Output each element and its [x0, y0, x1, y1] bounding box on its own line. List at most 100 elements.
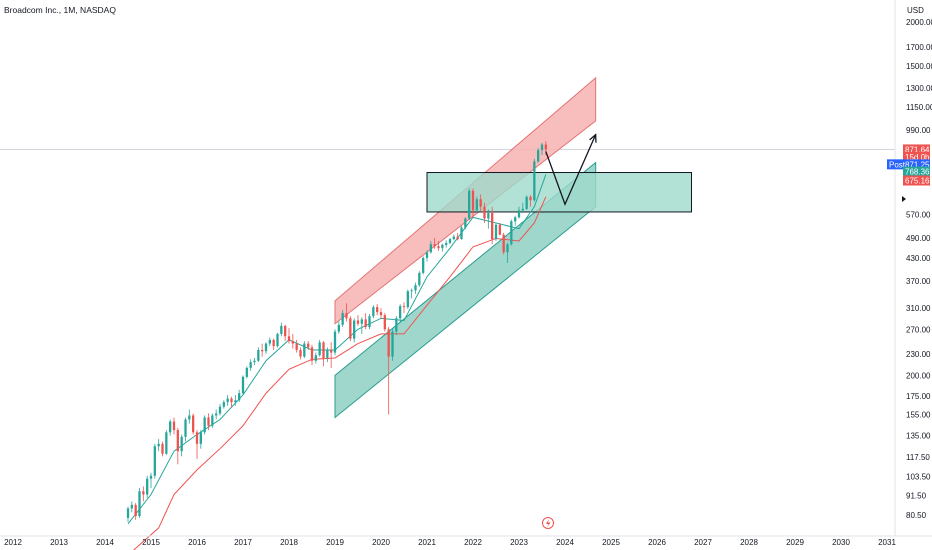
candle[interactable]: [433, 237, 436, 249]
candle[interactable]: [153, 443, 156, 479]
candle[interactable]: [276, 332, 279, 348]
candle[interactable]: [287, 328, 291, 344]
lower-channel[interactable]: [334, 161, 597, 419]
candle[interactable]: [479, 194, 482, 212]
candle[interactable]: [372, 305, 375, 319]
candle[interactable]: [468, 188, 471, 221]
projection-path[interactable]: [545, 134, 597, 206]
candle[interactable]: [514, 215, 517, 226]
candle[interactable]: [464, 217, 467, 230]
candle[interactable]: [452, 234, 455, 241]
candle[interactable]: [330, 342, 333, 368]
candle[interactable]: [525, 195, 528, 210]
candle[interactable]: [376, 304, 379, 316]
candle[interactable]: [130, 501, 133, 513]
candle[interactable]: [169, 419, 172, 436]
candle[interactable]: [307, 341, 310, 350]
candle[interactable]: [199, 430, 202, 449]
candle[interactable]: [437, 240, 440, 251]
candle[interactable]: [510, 219, 513, 246]
candle[interactable]: [533, 158, 536, 202]
candle[interactable]: [399, 304, 402, 322]
candle[interactable]: [326, 347, 329, 363]
time-axis[interactable]: 2012 2013 2014 2015 2016 2017 2018 2019 2020 2021…: [4, 538, 896, 547]
candle[interactable]: [203, 415, 206, 435]
candle[interactable]: [517, 206, 521, 219]
candle[interactable]: [291, 333, 294, 349]
candle[interactable]: [322, 341, 325, 367]
candle[interactable]: [245, 366, 248, 379]
candle[interactable]: [379, 308, 383, 319]
candle[interactable]: [429, 240, 432, 254]
candle[interactable]: [253, 357, 256, 365]
candle[interactable]: [337, 321, 340, 334]
candle[interactable]: [310, 344, 314, 365]
candle[interactable]: [264, 342, 268, 354]
candle[interactable]: [226, 394, 229, 406]
candle[interactable]: [126, 506, 130, 522]
candle[interactable]: [207, 413, 210, 431]
candle[interactable]: [540, 142, 544, 156]
candle[interactable]: [360, 317, 363, 334]
candle[interactable]: [448, 237, 452, 245]
candle[interactable]: [234, 394, 237, 406]
lightning-icon[interactable]: [542, 517, 554, 529]
candle[interactable]: [333, 329, 337, 356]
candle[interactable]: [314, 352, 317, 364]
candle[interactable]: [506, 242, 509, 263]
candle[interactable]: [146, 475, 149, 498]
candle[interactable]: [487, 209, 490, 229]
candle[interactable]: [303, 341, 306, 358]
candle[interactable]: [299, 347, 302, 360]
candle[interactable]: [176, 427, 179, 465]
candle[interactable]: [172, 417, 176, 435]
candles[interactable]: [126, 141, 547, 522]
candle[interactable]: [149, 472, 153, 488]
candle[interactable]: [195, 430, 199, 459]
candle[interactable]: [215, 409, 218, 420]
candle[interactable]: [471, 188, 475, 218]
candle[interactable]: [422, 256, 425, 275]
candle[interactable]: [521, 202, 524, 214]
candle[interactable]: [134, 503, 137, 520]
candle[interactable]: [268, 337, 271, 347]
candle[interactable]: [230, 396, 233, 408]
candle[interactable]: [418, 271, 421, 287]
candle[interactable]: [425, 250, 429, 262]
candle[interactable]: [364, 313, 367, 330]
candle[interactable]: [491, 206, 494, 245]
candle[interactable]: [529, 194, 532, 207]
candle[interactable]: [387, 327, 390, 415]
candle[interactable]: [241, 375, 245, 395]
candle[interactable]: [498, 222, 501, 236]
candle[interactable]: [410, 288, 413, 299]
candle[interactable]: [460, 225, 463, 240]
candle[interactable]: [441, 243, 444, 252]
candle[interactable]: [192, 413, 195, 435]
candle[interactable]: [161, 441, 164, 457]
candle[interactable]: [238, 389, 241, 403]
candle[interactable]: [218, 403, 222, 416]
candle[interactable]: [272, 338, 275, 350]
candle[interactable]: [537, 147, 540, 163]
candle[interactable]: [157, 439, 160, 452]
candle[interactable]: [142, 486, 145, 502]
candle[interactable]: [483, 202, 486, 223]
candle[interactable]: [261, 343, 264, 357]
candle[interactable]: [368, 314, 371, 330]
price-axis[interactable]: 80.50 91.50 103.50 117.50 135.00 155.00 175.00…: [906, 18, 932, 520]
support-zone-box[interactable]: [426, 172, 692, 213]
candle[interactable]: [402, 302, 406, 314]
candle[interactable]: [222, 400, 225, 409]
candle[interactable]: [395, 316, 398, 336]
candle[interactable]: [445, 240, 448, 248]
drawing-layer[interactable]: [334, 76, 692, 419]
candle[interactable]: [383, 313, 386, 332]
candle[interactable]: [257, 347, 260, 363]
candle[interactable]: [318, 339, 321, 357]
candle[interactable]: [138, 487, 141, 518]
candle[interactable]: [349, 316, 352, 342]
candle[interactable]: [353, 318, 356, 343]
candle[interactable]: [345, 303, 348, 322]
candle[interactable]: [341, 310, 344, 328]
